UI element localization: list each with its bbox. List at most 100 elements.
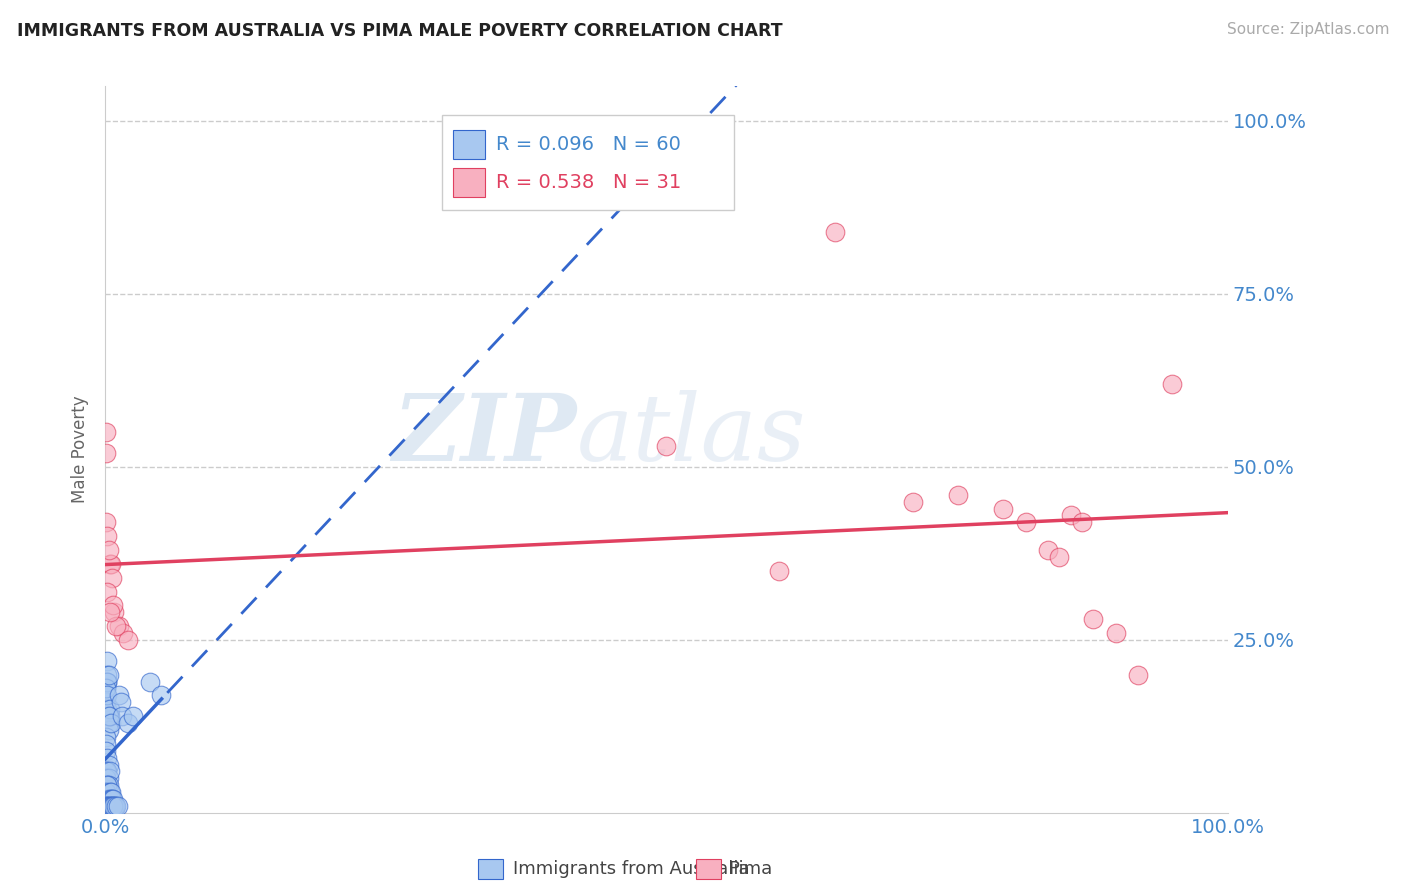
Point	[1126, 667, 1149, 681]
Point	[96, 764, 118, 779]
Point	[97, 772, 120, 786]
Point	[96, 674, 118, 689]
Point	[97, 667, 120, 681]
Point	[96, 792, 118, 806]
Point	[96, 778, 118, 792]
Text: atlas: atlas	[576, 390, 806, 480]
Point	[96, 799, 118, 814]
Point	[97, 716, 120, 731]
Point	[96, 425, 118, 440]
Point	[96, 785, 118, 799]
Point	[96, 737, 118, 751]
Point	[97, 778, 120, 792]
Point	[1036, 543, 1059, 558]
Point	[107, 799, 129, 814]
Point	[96, 681, 118, 696]
Point	[98, 785, 121, 799]
Text: Pima: Pima	[728, 860, 772, 878]
Point	[117, 716, 139, 731]
Point	[107, 619, 129, 633]
Point	[97, 723, 120, 737]
Point	[96, 695, 118, 709]
Point	[103, 799, 125, 814]
Point	[122, 709, 145, 723]
Point	[96, 778, 118, 792]
Point	[107, 689, 129, 703]
Text: IMMIGRANTS FROM AUSTRALIA VS PIMA MALE POVERTY CORRELATION CHART: IMMIGRANTS FROM AUSTRALIA VS PIMA MALE P…	[17, 22, 783, 40]
Point	[948, 488, 970, 502]
FancyBboxPatch shape	[441, 115, 734, 210]
Point	[1160, 376, 1182, 391]
Text: ZIP: ZIP	[392, 390, 576, 480]
Point	[96, 799, 118, 814]
Point	[98, 709, 121, 723]
Point	[100, 557, 122, 571]
Point	[110, 695, 132, 709]
Point	[105, 619, 128, 633]
Point	[101, 599, 124, 613]
Point	[101, 799, 124, 814]
Point	[101, 792, 124, 806]
Text: R = 0.538   N = 31: R = 0.538 N = 31	[496, 173, 681, 192]
Point	[96, 681, 118, 696]
Point	[139, 674, 162, 689]
Point	[100, 799, 122, 814]
Text: Immigrants from Australia: Immigrants from Australia	[513, 860, 749, 878]
Point	[150, 689, 173, 703]
Point	[98, 799, 121, 814]
FancyBboxPatch shape	[453, 130, 485, 159]
Point	[1047, 549, 1070, 564]
Point	[104, 799, 127, 814]
Point	[96, 446, 118, 460]
Point	[103, 605, 125, 619]
Point	[97, 799, 120, 814]
Point	[96, 744, 118, 758]
Point	[96, 799, 118, 814]
Point	[96, 674, 118, 689]
Point	[96, 702, 118, 716]
Point	[101, 792, 124, 806]
Point	[1104, 626, 1126, 640]
Point	[97, 709, 120, 723]
Point	[117, 632, 139, 647]
Point	[768, 564, 790, 578]
Point	[98, 764, 121, 779]
Point	[98, 605, 121, 619]
Point	[1059, 508, 1081, 523]
Point	[96, 764, 118, 779]
Point	[100, 785, 122, 799]
Point	[96, 584, 118, 599]
Point	[96, 689, 118, 703]
Point	[96, 750, 118, 764]
Point	[101, 571, 124, 585]
Point	[105, 799, 128, 814]
Point	[97, 543, 120, 558]
Point	[100, 716, 122, 731]
Point	[96, 654, 118, 668]
Point	[824, 225, 846, 239]
Text: Source: ZipAtlas.com: Source: ZipAtlas.com	[1226, 22, 1389, 37]
Point	[96, 792, 118, 806]
Point	[96, 667, 118, 681]
Point	[98, 557, 121, 571]
Point	[96, 516, 118, 530]
Point	[96, 730, 118, 744]
FancyBboxPatch shape	[453, 168, 485, 197]
Point	[96, 785, 118, 799]
Text: R = 0.096   N = 60: R = 0.096 N = 60	[496, 135, 681, 154]
Point	[112, 626, 135, 640]
Point	[96, 772, 118, 786]
Point	[101, 799, 124, 814]
Point	[96, 709, 118, 723]
Point	[1070, 516, 1092, 530]
Point	[97, 792, 120, 806]
Y-axis label: Male Poverty: Male Poverty	[72, 396, 89, 503]
Point	[993, 501, 1015, 516]
Point	[903, 494, 925, 508]
Point	[1015, 516, 1038, 530]
Point	[1081, 612, 1104, 626]
Point	[100, 792, 122, 806]
Point	[96, 529, 118, 543]
Point	[111, 709, 134, 723]
Point	[97, 757, 120, 772]
